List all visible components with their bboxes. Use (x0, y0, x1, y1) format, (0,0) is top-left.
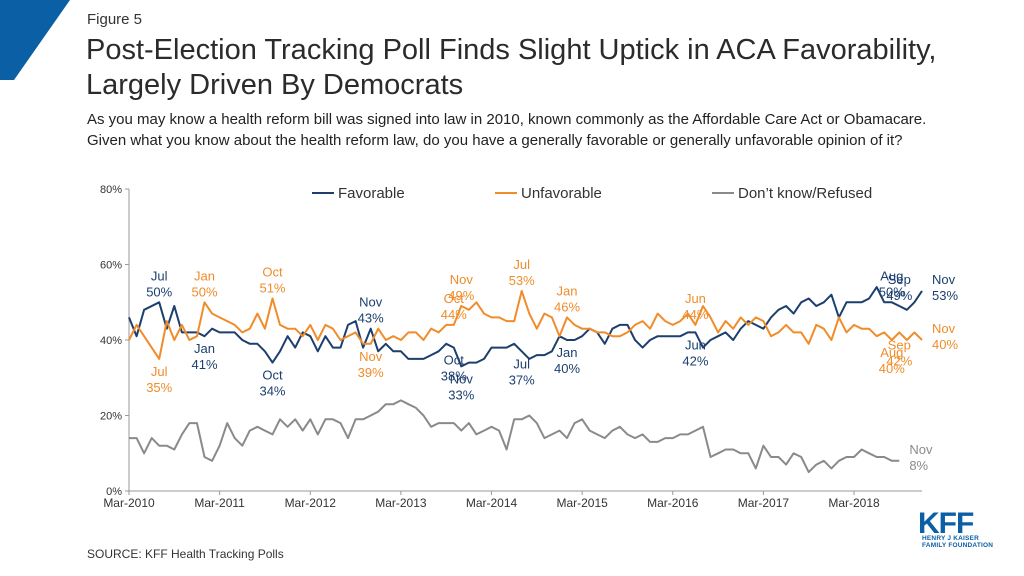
data-label-month: Nov (359, 295, 383, 310)
data-label-value: 44% (682, 307, 708, 322)
data-label-value: 40% (932, 337, 958, 352)
figure-label: Figure 5 (87, 11, 143, 28)
kff-logo: KFF (918, 508, 975, 536)
x-tick-label: Mar-2010 (103, 496, 155, 510)
data-label-value: 49% (886, 288, 912, 303)
data-label-value: 8% (909, 458, 928, 473)
data-label-value: 50% (879, 284, 905, 299)
data-label-month: Jan (194, 268, 215, 283)
series-line-favorable (128, 286, 923, 368)
data-label-value: 49% (448, 288, 474, 303)
data-label-value: 46% (554, 299, 580, 314)
legend-label: Don’t know/Refused (738, 185, 872, 202)
x-tick-label: Mar-2011 (194, 496, 245, 510)
data-label-value: 51% (259, 280, 285, 295)
data-label-value: 53% (932, 288, 958, 303)
data-label-month: Jan (557, 345, 578, 360)
data-label-month: Aug (880, 345, 903, 360)
data-label-value: 34% (259, 384, 285, 399)
data-label-month: Nov (932, 272, 956, 287)
data-label-month: Nov (450, 371, 474, 386)
series-line-unfavorable (128, 289, 923, 360)
data-label-month: Jul (151, 364, 168, 379)
x-tick-label: Mar-2012 (285, 496, 337, 510)
x-tick-label: Mar-2014 (466, 496, 518, 510)
data-label-value: 42% (682, 353, 708, 368)
x-tick-label: Mar-2016 (647, 496, 699, 510)
data-label-value: 38% (441, 369, 467, 384)
y-tick-label: 60% (100, 260, 122, 272)
data-label-month: Oct (444, 353, 465, 368)
data-label-month: Aug (880, 268, 903, 283)
x-tick-label: Mar-2015 (556, 496, 608, 510)
data-label-value: 39% (358, 365, 384, 380)
data-label-value: 40% (879, 361, 905, 376)
legend-label: Unfavorable (521, 185, 602, 202)
x-tick-label: Mar-2017 (738, 496, 790, 510)
source-note: SOURCE: KFF Health Tracking Polls (87, 547, 284, 561)
data-label-month: Jul (513, 356, 530, 371)
data-label-value: 42% (886, 353, 912, 368)
data-label-month: Jul (513, 257, 530, 272)
data-label-month: Jun (685, 337, 706, 352)
y-tick-label: 80% (100, 184, 122, 196)
data-label-month: Nov (932, 321, 956, 336)
data-label-value: 35% (146, 380, 172, 395)
data-label-month: Jan (194, 341, 215, 356)
corner-accent (0, 0, 70, 80)
data-label-value: 50% (192, 284, 218, 299)
logo-subtext: HENRY J KAISER FAMILY FOUNDATION (922, 535, 994, 549)
data-label-month: Sep (888, 272, 911, 287)
data-label-month: Oct (262, 264, 283, 279)
y-tick-label: 0% (106, 486, 122, 498)
data-label-month: Jul (151, 268, 168, 283)
y-tick-label: 20% (100, 411, 122, 423)
data-label-value: 33% (448, 387, 474, 402)
data-label-month: Nov (450, 272, 474, 287)
legend-label: Favorable (338, 185, 405, 202)
y-tick-label: 40% (100, 335, 122, 347)
data-label-month: Jan (557, 283, 578, 298)
data-label-value: 41% (192, 357, 218, 372)
data-label-month: Nov (909, 442, 933, 457)
x-tick-label: Mar-2013 (375, 496, 427, 510)
data-label-value: 37% (509, 372, 535, 387)
data-label-month: Sep (888, 337, 911, 352)
x-tick-label: Mar-2018 (828, 496, 880, 510)
data-label-value: 44% (441, 307, 467, 322)
data-label-month: Jun (685, 291, 706, 306)
chart-title: Post-Election Tracking Poll Finds Slight… (86, 34, 937, 101)
data-label-month: Oct (444, 291, 465, 306)
logo-text: KFF (918, 508, 974, 536)
data-label-value: 40% (554, 361, 580, 376)
chart-question: As you may know a health reform bill was… (87, 111, 927, 149)
series-line-don-t-know-refused (129, 399, 900, 474)
data-label-value: 43% (358, 311, 384, 326)
data-label-month: Nov (359, 349, 383, 364)
data-label-value: 50% (146, 284, 172, 299)
data-label-month: Oct (262, 368, 283, 383)
data-label-value: 53% (509, 273, 535, 288)
